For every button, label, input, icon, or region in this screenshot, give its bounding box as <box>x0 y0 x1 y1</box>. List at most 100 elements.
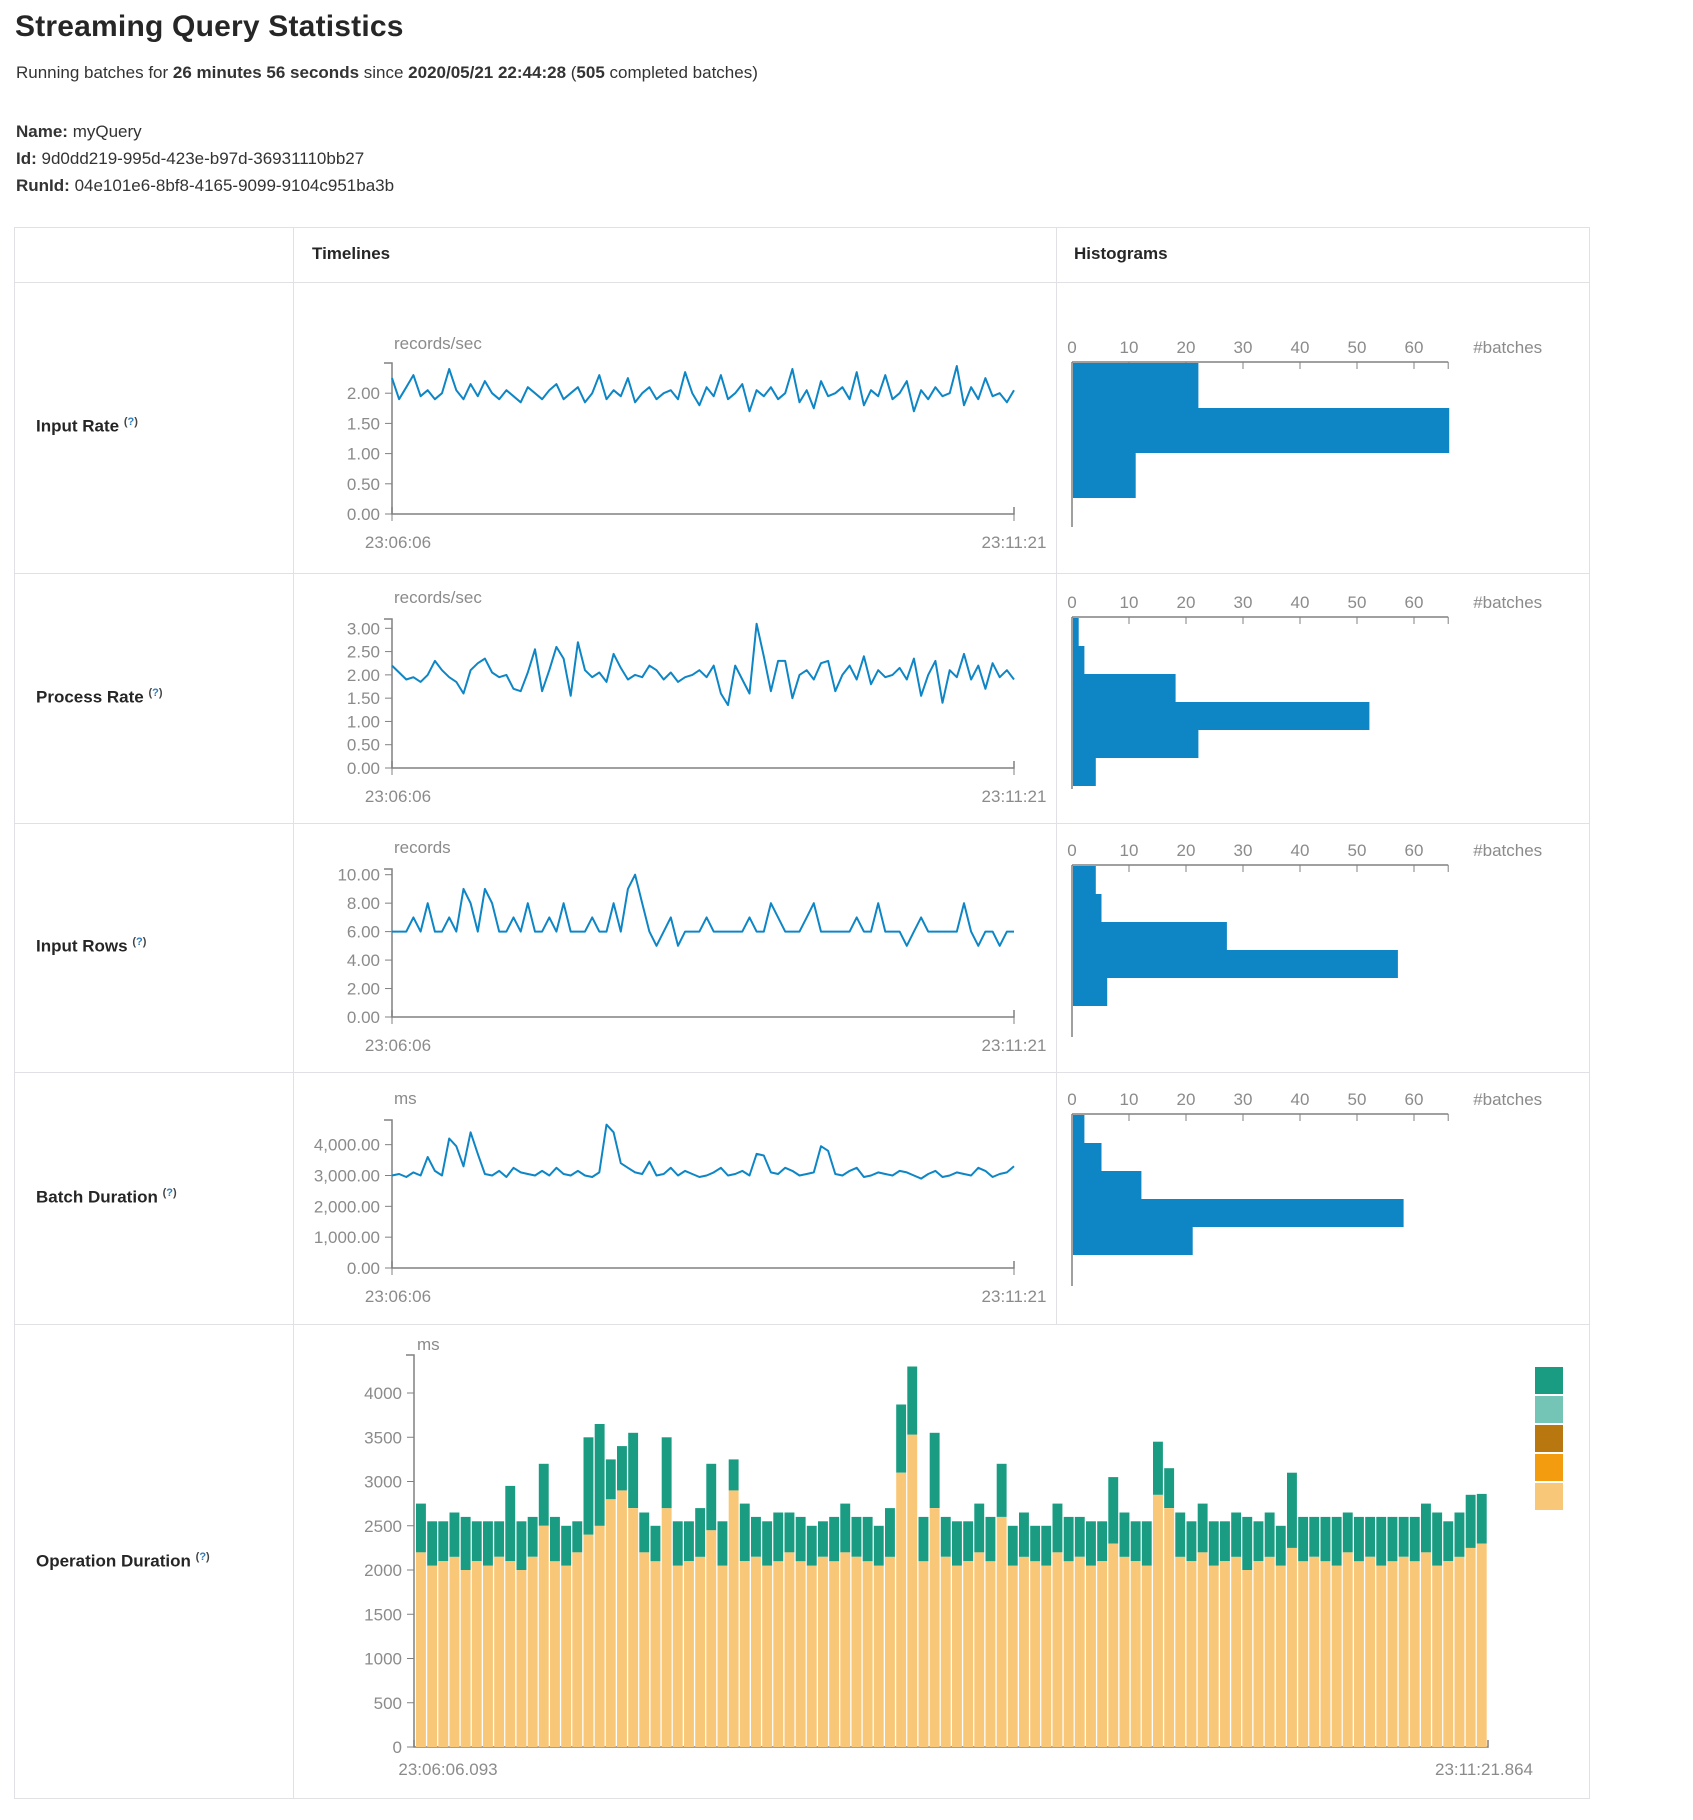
svg-text:0.00: 0.00 <box>347 759 380 778</box>
svg-text:0: 0 <box>1067 593 1076 612</box>
svg-text:2.00: 2.00 <box>347 384 380 403</box>
svg-text:0.00: 0.00 <box>347 1008 380 1027</box>
page-title: Streaming Query Statistics <box>15 10 404 43</box>
svg-text:23:06:06: 23:06:06 <box>365 787 431 806</box>
id-value: 9d0dd219-995d-423e-b97d-36931110bb27 <box>41 149 365 168</box>
svg-text:1500: 1500 <box>364 1605 402 1624</box>
svg-text:ms: ms <box>394 1089 417 1108</box>
svg-text:60: 60 <box>1405 1090 1424 1109</box>
input-rate-help-icon[interactable]: (?) <box>123 416 138 428</box>
operation-duration-stacked-chart: ms 0 500 1000 1500 2000 2500 3000 3500 4000 23:06:… <box>294 1324 1589 1803</box>
running-batches-summary: Running batches for 26 minutes 56 second… <box>16 63 758 83</box>
runid-value: 04e101e6-8bf8-4165-9099-9104c951ba3b <box>74 176 395 195</box>
table-divider <box>15 573 1589 574</box>
svg-text:30: 30 <box>1234 593 1253 612</box>
process-rate-help-icon[interactable]: (?) <box>148 687 163 699</box>
svg-text:0.50: 0.50 <box>347 736 380 755</box>
svg-text:records/sec: records/sec <box>394 334 482 353</box>
summary-batch-count: 505 <box>576 63 605 82</box>
svg-text:23:06:06: 23:06:06 <box>365 533 431 552</box>
svg-text:40: 40 <box>1291 841 1310 860</box>
batch-duration-help-icon[interactable]: (?) <box>162 1187 177 1199</box>
operation-duration-label: Operation Duration <box>36 1551 191 1571</box>
svg-text:60: 60 <box>1405 841 1424 860</box>
svg-text:2,000.00: 2,000.00 <box>314 1197 380 1216</box>
svg-text:23:11:21: 23:11:21 <box>982 787 1047 806</box>
svg-text:40: 40 <box>1291 338 1310 357</box>
input-rows-timeline-chart: records 0.00 2.00 4.00 6.00 8.00 10.00 23:06:06… <box>294 823 1057 1077</box>
svg-text:23:11:21: 23:11:21 <box>982 1036 1047 1055</box>
input-rate-label: Input Rate <box>36 416 120 436</box>
query-name-line: Name: myQuery <box>16 118 394 145</box>
row-label-input-rate: Input Rate (?) <box>36 416 138 437</box>
svg-text:10.00: 10.00 <box>337 866 380 885</box>
timelines-column-header: Timelines <box>312 244 391 263</box>
svg-text:40: 40 <box>1291 593 1310 612</box>
svg-text:2.50: 2.50 <box>347 643 380 662</box>
svg-text:4000: 4000 <box>364 1384 402 1403</box>
id-label: Id: <box>16 149 37 168</box>
svg-text:4,000.00: 4,000.00 <box>314 1136 380 1155</box>
legend-swatch-4[interactable] <box>1535 1454 1563 1481</box>
svg-text:1.50: 1.50 <box>347 689 380 708</box>
svg-text:20: 20 <box>1177 593 1196 612</box>
svg-text:#batches: #batches <box>1473 1090 1542 1109</box>
runid-label: RunId: <box>16 176 70 195</box>
svg-text:500: 500 <box>374 1694 402 1713</box>
svg-text:23:06:06.093: 23:06:06.093 <box>398 1760 497 1779</box>
svg-text:0.00: 0.00 <box>347 1259 380 1278</box>
svg-text:23:11:21: 23:11:21 <box>982 1287 1047 1306</box>
svg-text:10: 10 <box>1120 841 1139 860</box>
svg-text:#batches: #batches <box>1473 841 1542 860</box>
name-label: Name: <box>16 122 68 141</box>
table-divider <box>15 1072 1589 1073</box>
statistics-table: Timelines Histograms Input Rate (?) Proc… <box>14 227 1590 1799</box>
input-rows-label: Input Rows <box>36 936 128 956</box>
legend-swatch-3[interactable] <box>1535 1425 1563 1452</box>
svg-text:4.00: 4.00 <box>347 951 380 970</box>
svg-text:23:11:21.864: 23:11:21.864 <box>1435 1760 1533 1779</box>
svg-text:30: 30 <box>1234 841 1253 860</box>
svg-text:50: 50 <box>1348 338 1367 357</box>
table-divider <box>293 228 294 1798</box>
table-divider <box>15 823 1589 824</box>
svg-text:0: 0 <box>1067 841 1076 860</box>
histograms-column-header: Histograms <box>1074 244 1168 263</box>
svg-text:10: 10 <box>1120 1090 1139 1109</box>
svg-text:3.00: 3.00 <box>347 619 380 638</box>
operation-duration-help-icon[interactable]: (?) <box>195 1551 210 1563</box>
svg-text:10: 10 <box>1120 593 1139 612</box>
svg-text:20: 20 <box>1177 1090 1196 1109</box>
legend-swatch-5[interactable] <box>1535 1483 1563 1510</box>
summary-middle: since <box>359 63 409 82</box>
svg-text:23:11:21: 23:11:21 <box>982 533 1047 552</box>
svg-text:3500: 3500 <box>364 1428 402 1447</box>
legend-swatch-2[interactable] <box>1535 1396 1563 1423</box>
svg-text:60: 60 <box>1405 338 1424 357</box>
svg-text:#batches: #batches <box>1473 338 1542 357</box>
svg-text:50: 50 <box>1348 593 1367 612</box>
svg-text:8.00: 8.00 <box>347 894 380 913</box>
row-label-batch-duration: Batch Duration (?) <box>36 1187 177 1208</box>
table-divider <box>15 282 1589 283</box>
input-rate-histogram-chart: 0 10 20 30 40 50 60 #batches <box>1057 282 1589 578</box>
svg-text:23:06:06: 23:06:06 <box>365 1287 431 1306</box>
svg-text:30: 30 <box>1234 1090 1253 1109</box>
svg-text:0: 0 <box>393 1738 402 1757</box>
row-label-operation-duration: Operation Duration (?) <box>36 1551 210 1572</box>
input-rows-help-icon[interactable]: (?) <box>132 936 147 948</box>
svg-text:3,000.00: 3,000.00 <box>314 1167 380 1186</box>
svg-text:23:06:06: 23:06:06 <box>365 1036 431 1055</box>
batch-duration-timeline-chart: ms 0.00 1,000.00 2,000.00 3,000.00 4,000.00 23… <box>294 1072 1057 1329</box>
query-metadata: Name: myQuery Id: 9d0dd219-995d-423e-b97… <box>16 118 394 199</box>
legend-swatch-1[interactable] <box>1535 1367 1563 1394</box>
query-runid-line: RunId: 04e101e6-8bf8-4165-9099-9104c951b… <box>16 172 394 199</box>
summary-suffix: completed batches) <box>604 63 758 82</box>
svg-text:records/sec: records/sec <box>394 588 482 607</box>
table-divider <box>15 1324 1589 1325</box>
svg-text:1.00: 1.00 <box>347 712 380 731</box>
query-id-line: Id: 9d0dd219-995d-423e-b97d-36931110bb27 <box>16 145 394 172</box>
table-divider <box>1056 228 1057 1324</box>
input-rate-timeline-chart: records/sec 0.00 0.50 1.00 1.50 2.00 23:06:06 2… <box>294 282 1057 578</box>
